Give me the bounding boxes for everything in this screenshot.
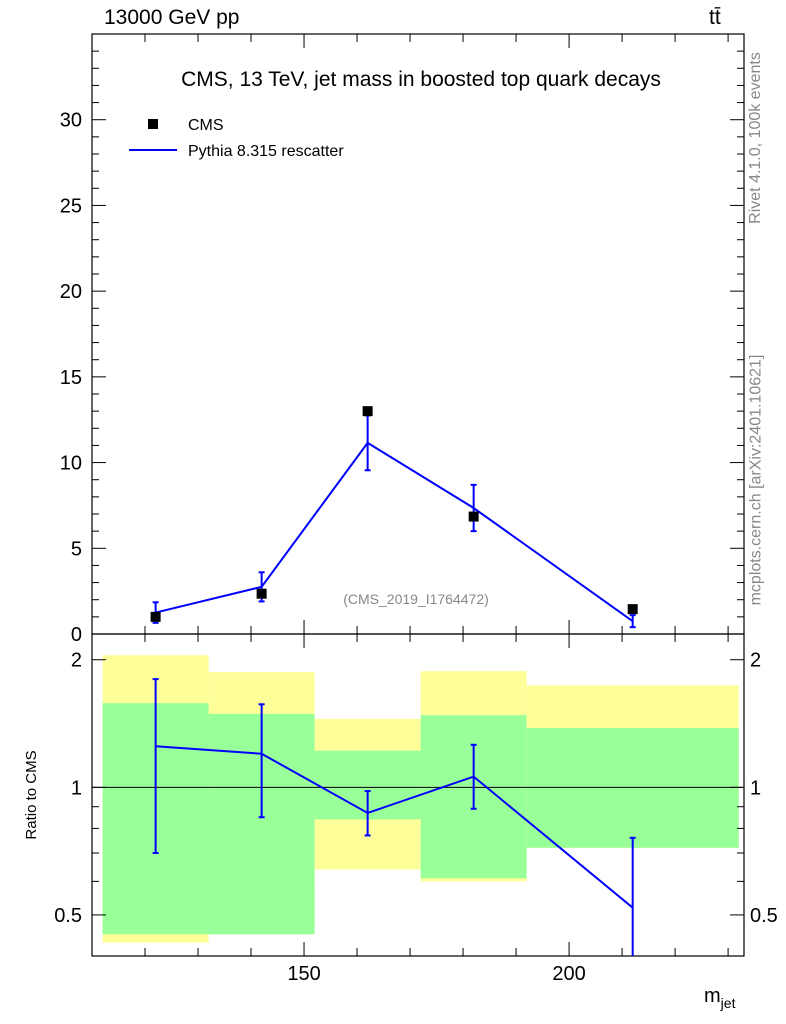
- mcplots-reference-label: mcplots.cern.ch [arXiv:2401.10621]: [746, 354, 764, 606]
- cms-data-point: [627, 604, 638, 615]
- cms-data-point: [468, 511, 479, 522]
- ratio-panel-marks: [152, 678, 636, 956]
- cms-data-point: [362, 406, 373, 417]
- ratio-uncertainty-bands: [102, 655, 739, 943]
- x-axis-label-sub: jet: [720, 995, 736, 1011]
- ratio-y-axis-label: Ratio to CMS: [23, 750, 40, 839]
- cms-data-point: [256, 588, 267, 599]
- chart-title: CMS, 13 TeV, jet mass in boosted top qua…: [181, 68, 661, 91]
- x-axis-label-main: m: [704, 985, 721, 1007]
- header-final-state-label: tt̄: [709, 6, 721, 29]
- y-tick-label: 25: [60, 195, 82, 217]
- legend: CMS Pythia 8.315 rescatter: [129, 117, 344, 160]
- ratio-y-tick-label: 2: [71, 650, 82, 672]
- legend-cms-label: CMS: [188, 117, 224, 134]
- x-tick-label: 150: [287, 963, 320, 985]
- ratio-y-tick-label: 1: [71, 777, 82, 799]
- y-tick-label: 15: [60, 367, 82, 389]
- y-tick-label: 0: [71, 624, 82, 646]
- x-axis-label: mjet: [704, 985, 736, 1011]
- ratio-band-inner: [526, 728, 739, 848]
- y-tick-label: 30: [60, 110, 82, 132]
- x-tick-label: 200: [552, 963, 585, 985]
- main-panel-frame: 0 5 10 15 20 25 30: [60, 33, 745, 646]
- ratio-panel-border: [91, 633, 745, 957]
- ratio-panel-frame: 150 200 0.5 0.5 1 1 2 2: [54, 633, 778, 985]
- rivet-version-label: Rivet 4.1.0, 100k events: [746, 52, 764, 224]
- legend-cms-marker: [148, 119, 158, 129]
- ratio-y-tick-label: 0.5: [54, 905, 82, 927]
- ratio-y-tick-label-right: 1: [750, 777, 761, 799]
- watermark: (CMS_2019_I1764472): [343, 591, 489, 607]
- ratio-y-tick-label-right: 2: [750, 650, 761, 672]
- cms-data-point: [150, 611, 161, 622]
- legend-pythia-label: Pythia 8.315 rescatter: [188, 143, 344, 160]
- y-tick-label: 10: [60, 453, 82, 475]
- y-tick-label: 5: [71, 538, 82, 560]
- y-tick-label: 20: [60, 281, 82, 303]
- header-process-label: 13000 GeV pp: [104, 6, 240, 29]
- ratio-y-tick-label-right: 0.5: [750, 905, 778, 927]
- main-panel-marks: [150, 406, 638, 629]
